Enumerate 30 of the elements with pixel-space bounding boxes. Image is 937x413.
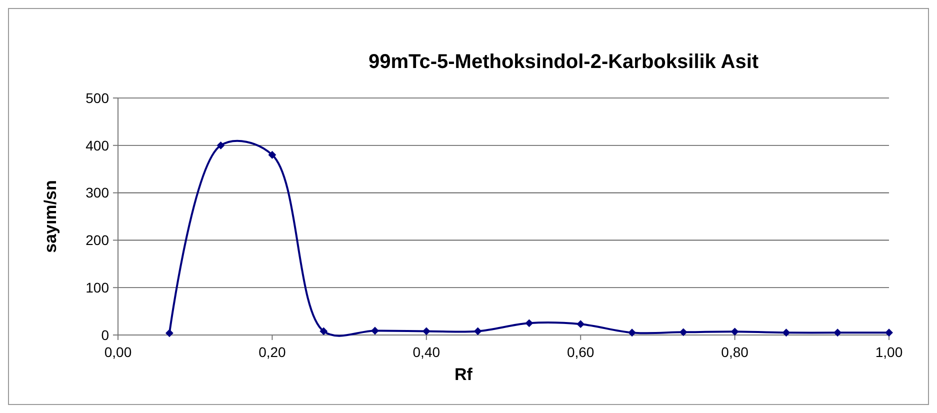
point (730, 328, 739, 336)
x-tick-label: 0,80 (721, 344, 749, 360)
x-tick-label: 0,00 (104, 344, 132, 360)
y-tick-label: 300 (86, 184, 110, 201)
y-tick-label: 500 (86, 90, 110, 106)
y-tick-label: 0 (101, 326, 110, 343)
y-tick-label: 100 (86, 280, 110, 296)
point (782, 328, 790, 337)
point (165, 329, 174, 338)
point (371, 326, 379, 335)
chart-title: 99mTc-5-Methoksindol-2-Karboksilik Asit (368, 51, 759, 73)
y-tick-label: 400 (86, 137, 110, 154)
point (834, 328, 842, 337)
point (679, 328, 688, 336)
point (628, 328, 636, 337)
x-tick-label: 0,40 (412, 344, 440, 360)
x-tick-label: 0,20 (258, 344, 286, 360)
point (268, 150, 276, 159)
point (885, 328, 893, 337)
x-tick-label: 1,00 (875, 344, 903, 360)
x-axis-title: Rf (454, 365, 473, 384)
x-tick-label: 0,60 (566, 344, 594, 360)
point (525, 319, 534, 328)
y-tick-label: 200 (86, 232, 110, 248)
y-axis-title: sayım/sn (41, 180, 60, 253)
point (320, 327, 328, 336)
point (474, 327, 482, 336)
point (576, 320, 585, 328)
point (216, 141, 225, 150)
point (422, 327, 430, 336)
